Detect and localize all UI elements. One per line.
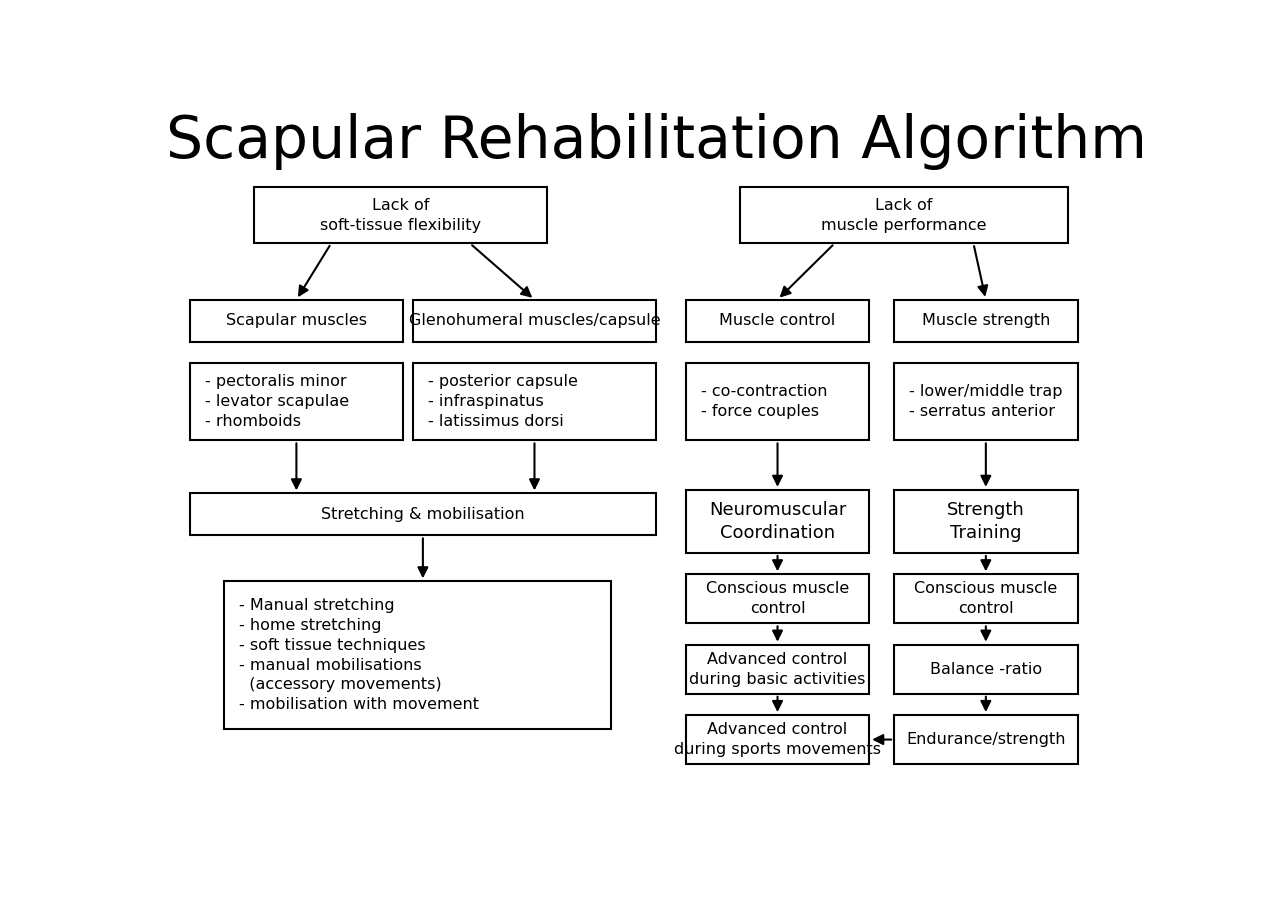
FancyBboxPatch shape xyxy=(895,574,1078,623)
Text: Balance -ratio: Balance -ratio xyxy=(929,662,1042,676)
FancyBboxPatch shape xyxy=(686,644,869,694)
FancyBboxPatch shape xyxy=(686,300,869,342)
Text: Neuromuscular
Coordination: Neuromuscular Coordination xyxy=(709,501,846,542)
Text: - pectoralis minor
- levator scapulae
- rhomboids: - pectoralis minor - levator scapulae - … xyxy=(205,375,348,429)
FancyBboxPatch shape xyxy=(895,363,1078,441)
Text: Lack of
soft-tissue flexibility: Lack of soft-tissue flexibility xyxy=(320,197,481,233)
Text: Conscious muscle
control: Conscious muscle control xyxy=(914,581,1057,616)
FancyBboxPatch shape xyxy=(413,363,657,441)
FancyBboxPatch shape xyxy=(255,187,547,243)
FancyBboxPatch shape xyxy=(895,715,1078,764)
FancyBboxPatch shape xyxy=(895,490,1078,553)
FancyBboxPatch shape xyxy=(686,363,869,441)
Text: Lack of
muscle performance: Lack of muscle performance xyxy=(822,197,987,233)
Text: Endurance/strength: Endurance/strength xyxy=(906,732,1065,747)
Text: - co-contraction
- force couples: - co-contraction - force couples xyxy=(700,385,827,420)
Text: Muscle strength: Muscle strength xyxy=(922,314,1050,328)
Text: Scapular muscles: Scapular muscles xyxy=(225,314,367,328)
FancyBboxPatch shape xyxy=(740,187,1068,243)
FancyBboxPatch shape xyxy=(686,574,869,623)
Text: Stretching & mobilisation: Stretching & mobilisation xyxy=(321,507,525,522)
Text: - Manual stretching
- home stretching
- soft tissue techniques
- manual mobilisa: - Manual stretching - home stretching - … xyxy=(239,598,480,712)
FancyBboxPatch shape xyxy=(686,715,869,764)
Text: Strength
Training: Strength Training xyxy=(947,501,1025,542)
Text: Muscle control: Muscle control xyxy=(719,314,836,328)
FancyBboxPatch shape xyxy=(189,494,657,536)
FancyBboxPatch shape xyxy=(189,363,403,441)
Text: Glenohumeral muscles/capsule: Glenohumeral muscles/capsule xyxy=(408,314,660,328)
FancyBboxPatch shape xyxy=(895,644,1078,694)
FancyBboxPatch shape xyxy=(895,300,1078,342)
FancyBboxPatch shape xyxy=(189,300,403,342)
Text: - posterior capsule
- infraspinatus
- latissimus dorsi: - posterior capsule - infraspinatus - la… xyxy=(428,375,577,429)
FancyBboxPatch shape xyxy=(686,490,869,553)
Text: Advanced control
during sports movements: Advanced control during sports movements xyxy=(675,722,881,757)
FancyBboxPatch shape xyxy=(413,300,657,342)
Text: Advanced control
during basic activities: Advanced control during basic activities xyxy=(690,652,865,686)
Text: - lower/middle trap
- serratus anterior: - lower/middle trap - serratus anterior xyxy=(909,385,1062,420)
Text: Conscious muscle
control: Conscious muscle control xyxy=(705,581,849,616)
FancyBboxPatch shape xyxy=(224,581,612,729)
Text: Scapular Rehabilitation Algorithm: Scapular Rehabilitation Algorithm xyxy=(165,112,1147,170)
